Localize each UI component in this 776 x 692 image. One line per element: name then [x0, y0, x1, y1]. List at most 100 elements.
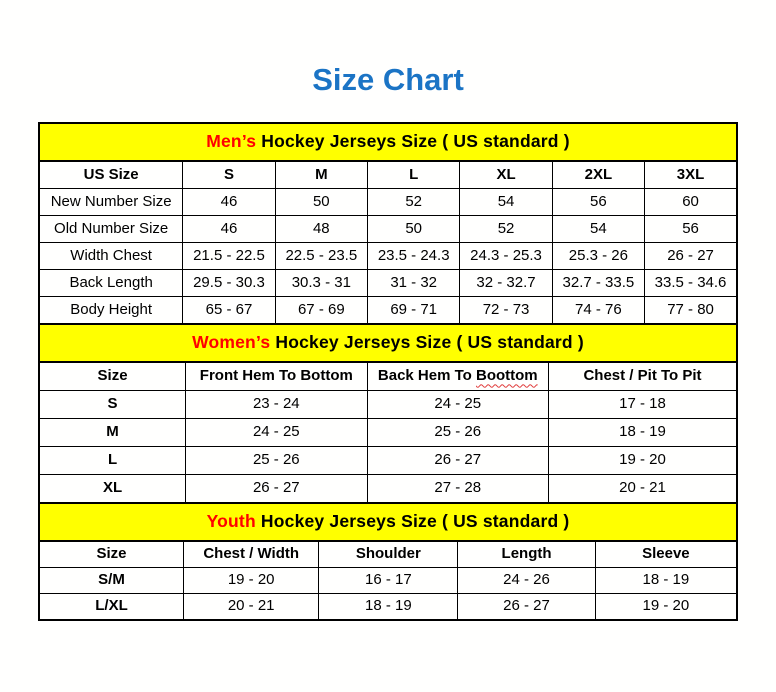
row-label-cell: Body Height — [38, 296, 184, 325]
youth-size-table: Youth Hockey Jerseys Size ( US standard … — [38, 502, 738, 621]
column-header-cell: Chest / Width — [182, 540, 320, 568]
value-cell: 29.5 - 30.3 — [182, 269, 276, 297]
value-cell: 24 - 26 — [457, 567, 596, 594]
value-cell: 23.5 - 24.3 — [366, 242, 461, 270]
mens-section-header: Men’s Hockey Jerseys Size ( US standard … — [38, 122, 738, 162]
mens-section-header-text: Hockey Jerseys Size ( US standard ) — [256, 131, 570, 152]
value-cell: 31 - 32 — [366, 269, 461, 297]
table-row: Old Number Size 46 48 50 52 54 56 — [38, 215, 738, 243]
value-cell: 18 - 19 — [318, 593, 459, 621]
value-cell: 26 - 27 — [457, 593, 596, 621]
youth-section-header: Youth Hockey Jerseys Size ( US standard … — [38, 502, 738, 542]
column-header-cell: 2XL — [551, 160, 646, 189]
youth-section-band-row: Youth Hockey Jerseys Size ( US standard … — [38, 502, 738, 542]
womens-size-table: Women’s Hockey Jerseys Size ( US standar… — [38, 323, 738, 504]
row-label-cell: L/XL — [38, 593, 184, 621]
value-cell: 18 - 19 — [594, 567, 738, 594]
table-row: Width Chest 21.5 - 22.5 22.5 - 23.5 23.5 - … — [38, 242, 738, 270]
column-header-cell: Chest / Pit To Pit — [548, 361, 738, 391]
column-header-cell: Back Hem To Boottom — [366, 361, 550, 391]
value-cell: 20 - 21 — [182, 593, 320, 621]
row-label-cell: Width Chest — [38, 242, 184, 270]
value-cell: 32.7 - 33.5 — [551, 269, 646, 297]
value-cell: 56 — [644, 215, 738, 243]
column-header-cell: US Size — [38, 160, 184, 189]
value-cell: 54 — [551, 215, 646, 243]
table-row: S/M 19 - 20 16 - 17 24 - 26 18 - 19 — [38, 567, 738, 594]
column-header-cell: Size — [38, 540, 184, 568]
value-cell: 77 - 80 — [644, 296, 738, 325]
column-header-cell: Front Hem To Bottom — [185, 361, 368, 391]
value-cell: 32 - 32.7 — [459, 269, 553, 297]
value-cell: 24 - 25 — [185, 418, 368, 447]
table-row: Back Length 29.5 - 30.3 30.3 - 31 31 - 32 32… — [38, 269, 738, 297]
value-cell: 19 - 20 — [182, 567, 320, 594]
table-row: L/XL 20 - 21 18 - 19 26 - 27 19 - 20 — [38, 593, 738, 621]
row-label-cell: S — [38, 390, 187, 419]
value-cell: 50 — [274, 188, 369, 216]
table-row: L 25 - 26 26 - 27 19 - 20 — [38, 446, 738, 475]
value-cell: 26 - 27 — [366, 446, 550, 475]
value-cell: 33.5 - 34.6 — [644, 269, 738, 297]
womens-column-header-row: Size Front Hem To Bottom Back Hem To Boott… — [38, 361, 738, 391]
table-row: M 24 - 25 25 - 26 18 - 19 — [38, 418, 738, 447]
mens-size-table: Men’s Hockey Jerseys Size ( US standard … — [38, 122, 738, 325]
column-header-cell: XL — [459, 160, 553, 189]
value-cell: 27 - 28 — [366, 474, 550, 504]
table-row: XL 26 - 27 27 - 28 20 - 21 — [38, 474, 738, 504]
row-label-cell: Back Length — [38, 269, 184, 297]
mens-table-body: New Number Size 46 50 52 54 56 60 Old Number Si… — [38, 188, 738, 325]
value-cell: 16 - 17 — [318, 567, 459, 594]
value-cell: 25.3 - 26 — [551, 242, 646, 270]
column-header-cell: 3XL — [644, 160, 738, 189]
value-cell: 52 — [366, 188, 461, 216]
womens-section-header-text: Hockey Jerseys Size ( US standard ) — [270, 332, 584, 353]
row-label-cell: S/M — [38, 567, 184, 594]
youth-section-header-text: Hockey Jerseys Size ( US standard ) — [255, 511, 570, 532]
value-cell: 50 — [366, 215, 461, 243]
value-cell: 56 — [551, 188, 646, 216]
value-cell: 52 — [459, 215, 553, 243]
womens-section-highlight: Women’s — [192, 332, 271, 353]
mens-column-header-row: US Size S M L XL 2XL 3XL — [38, 160, 738, 189]
value-cell: 18 - 19 — [548, 418, 738, 447]
value-cell: 22.5 - 23.5 — [274, 242, 369, 270]
value-cell: 72 - 73 — [459, 296, 553, 325]
value-cell: 69 - 71 — [366, 296, 461, 325]
value-cell: 20 - 21 — [548, 474, 738, 504]
page-title: Size Chart — [312, 62, 464, 97]
value-cell: 23 - 24 — [185, 390, 368, 419]
youth-section-highlight: Youth — [206, 511, 256, 532]
womens-section-band-row: Women’s Hockey Jerseys Size ( US standar… — [38, 323, 738, 363]
youth-column-header-row: Size Chest / Width Shoulder Length Sleeve — [38, 540, 738, 568]
table-row: S 23 - 24 24 - 25 17 - 18 — [38, 390, 738, 419]
value-cell: 46 — [182, 215, 276, 243]
value-cell: 21.5 - 22.5 — [182, 242, 276, 270]
value-cell: 65 - 67 — [182, 296, 276, 325]
column-header-cell: S — [182, 160, 276, 189]
misspelled-word: Boottom — [476, 367, 538, 385]
value-cell: 67 - 69 — [274, 296, 369, 325]
row-label-cell: M — [38, 418, 187, 447]
value-cell: 25 - 26 — [366, 418, 550, 447]
value-cell: 60 — [644, 188, 738, 216]
value-cell: 19 - 20 — [594, 593, 738, 621]
youth-table-body: S/M 19 - 20 16 - 17 24 - 26 18 - 19 L/XL 20 - … — [38, 567, 738, 621]
value-cell: 24.3 - 25.3 — [459, 242, 553, 270]
value-cell: 26 - 27 — [644, 242, 738, 270]
column-header-cell: Length — [457, 540, 596, 568]
mens-section-band-row: Men’s Hockey Jerseys Size ( US standard … — [38, 122, 738, 162]
womens-table-body: S 23 - 24 24 - 25 17 - 18 M 24 - 25 25 - 26 18 … — [38, 390, 738, 504]
value-cell: 48 — [274, 215, 369, 243]
column-header-cell: M — [274, 160, 369, 189]
row-label-cell: XL — [38, 474, 187, 504]
value-cell: 46 — [182, 188, 276, 216]
mens-section-highlight: Men’s — [206, 131, 257, 152]
womens-section-header: Women’s Hockey Jerseys Size ( US standar… — [38, 323, 738, 363]
column-header-cell: L — [366, 160, 461, 189]
column-header-cell: Size — [38, 361, 187, 391]
value-cell: 54 — [459, 188, 553, 216]
value-cell: 26 - 27 — [185, 474, 368, 504]
row-label-cell: L — [38, 446, 187, 475]
